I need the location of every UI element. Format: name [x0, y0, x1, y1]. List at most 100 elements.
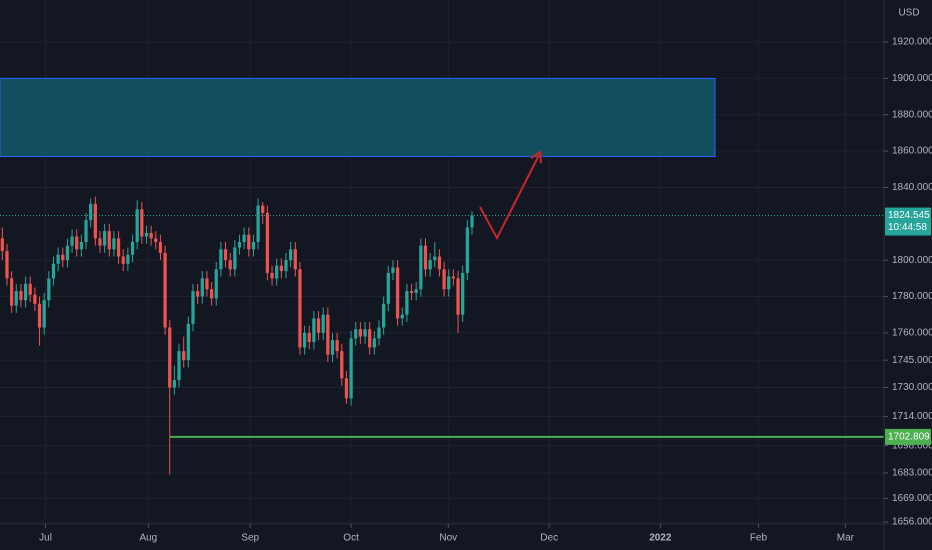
x-tick-label: Mar [837, 533, 855, 544]
candle-body [65, 245, 70, 261]
candle-body [451, 276, 456, 279]
y-tick-label: 1840.000 [892, 182, 932, 193]
candle-body [256, 205, 260, 242]
candle-body [340, 351, 344, 379]
candle-body [107, 231, 111, 250]
candle-body [265, 212, 270, 273]
candle-body [298, 269, 302, 348]
y-tick-label: 1745.000 [892, 355, 932, 366]
candle-body [144, 232, 149, 237]
countdown-label: 10:44:58 [888, 222, 927, 233]
current-price-label: 1824.545 [888, 210, 930, 221]
candle-body [84, 220, 88, 242]
y-tick-label: 1683.000 [892, 468, 932, 479]
candle-body [93, 203, 97, 239]
candle-body [284, 260, 288, 272]
candle-body [19, 291, 23, 301]
candle-body [196, 291, 200, 297]
candle-body [447, 276, 451, 290]
candle-body [400, 314, 404, 319]
candle-body [214, 269, 218, 299]
candle-body [349, 338, 353, 399]
y-tick-label: 1860.000 [892, 146, 932, 157]
candle-body [409, 291, 414, 293]
candle-body [61, 254, 65, 261]
candle-body [209, 289, 214, 299]
candle-body [395, 267, 400, 319]
candle-body [382, 303, 386, 328]
candle-body [465, 227, 469, 273]
x-tick-label: Oct [343, 533, 359, 544]
x-tick-label: Feb [750, 533, 768, 544]
current-price-box [885, 207, 931, 236]
candle-body [42, 300, 46, 328]
y-tick-label: 1730.000 [892, 382, 932, 393]
y-tick-label: 1714.000 [892, 411, 932, 422]
candle-body [233, 247, 237, 270]
x-tick-label: 2022 [649, 533, 672, 544]
y-tick-label: 1900.000 [892, 73, 932, 84]
candle-body [163, 252, 167, 328]
candle-body [419, 245, 423, 290]
candle-body [289, 249, 293, 261]
candle-body [316, 318, 321, 333]
candle-body [56, 254, 60, 264]
candle-body [386, 272, 390, 304]
x-tick-label: Dec [540, 533, 558, 544]
candle-body [135, 209, 139, 242]
candle-body [79, 242, 84, 250]
candle-body [126, 254, 130, 264]
candle-body [23, 283, 28, 301]
x-tick-label: Nov [439, 533, 457, 544]
candle-body [70, 236, 74, 246]
candle-body [437, 256, 442, 270]
support-price-box [885, 428, 931, 445]
candle-body [344, 378, 349, 399]
candle-body [335, 340, 339, 352]
candle-body [37, 303, 42, 328]
candle-body [33, 294, 37, 304]
x-tick-label: Jul [39, 533, 52, 544]
candle-body [228, 260, 232, 270]
candle-body [247, 234, 251, 250]
candle-body [75, 236, 79, 250]
supply-zone [0, 77, 716, 158]
candle-body [326, 314, 330, 355]
candle-body [223, 249, 228, 261]
y-tick-label: 1780.000 [892, 291, 932, 302]
candle-body [242, 234, 246, 242]
candle-body [414, 289, 418, 293]
candle-body [293, 249, 297, 270]
candle-body [51, 263, 56, 279]
y-tick-label: 1656.000 [892, 517, 932, 528]
candle-body [368, 329, 372, 348]
y-tick-label: 1880.000 [892, 109, 932, 120]
candle-body [154, 238, 158, 242]
candle-body [433, 256, 437, 261]
candle-body [330, 340, 335, 355]
candle-body [186, 323, 190, 361]
arrow-line [479, 154, 540, 241]
x-tick-label: Sep [241, 533, 259, 544]
arrow-head [530, 150, 542, 164]
y-tick-label: 1920.000 [892, 37, 932, 48]
candle-body [302, 332, 307, 348]
y-tick-label: 1698.000 [892, 440, 932, 451]
candle-body [372, 338, 376, 348]
candle-body [116, 238, 121, 257]
candle-body [177, 351, 181, 381]
candle-body [121, 256, 125, 264]
candle-body [279, 265, 283, 272]
candle-body [191, 291, 195, 324]
candle-body [428, 260, 432, 270]
candle-body [200, 278, 204, 297]
candle-body [358, 329, 363, 337]
candle-body [0, 238, 4, 252]
candle-body [312, 318, 316, 342]
y-tick-label: 1800.000 [892, 255, 932, 266]
axes: 1920.000 1900.000 1880.000 1860.000 1840.000… [39, 37, 932, 544]
candle-body [456, 278, 460, 315]
projection-arrow [479, 150, 542, 241]
